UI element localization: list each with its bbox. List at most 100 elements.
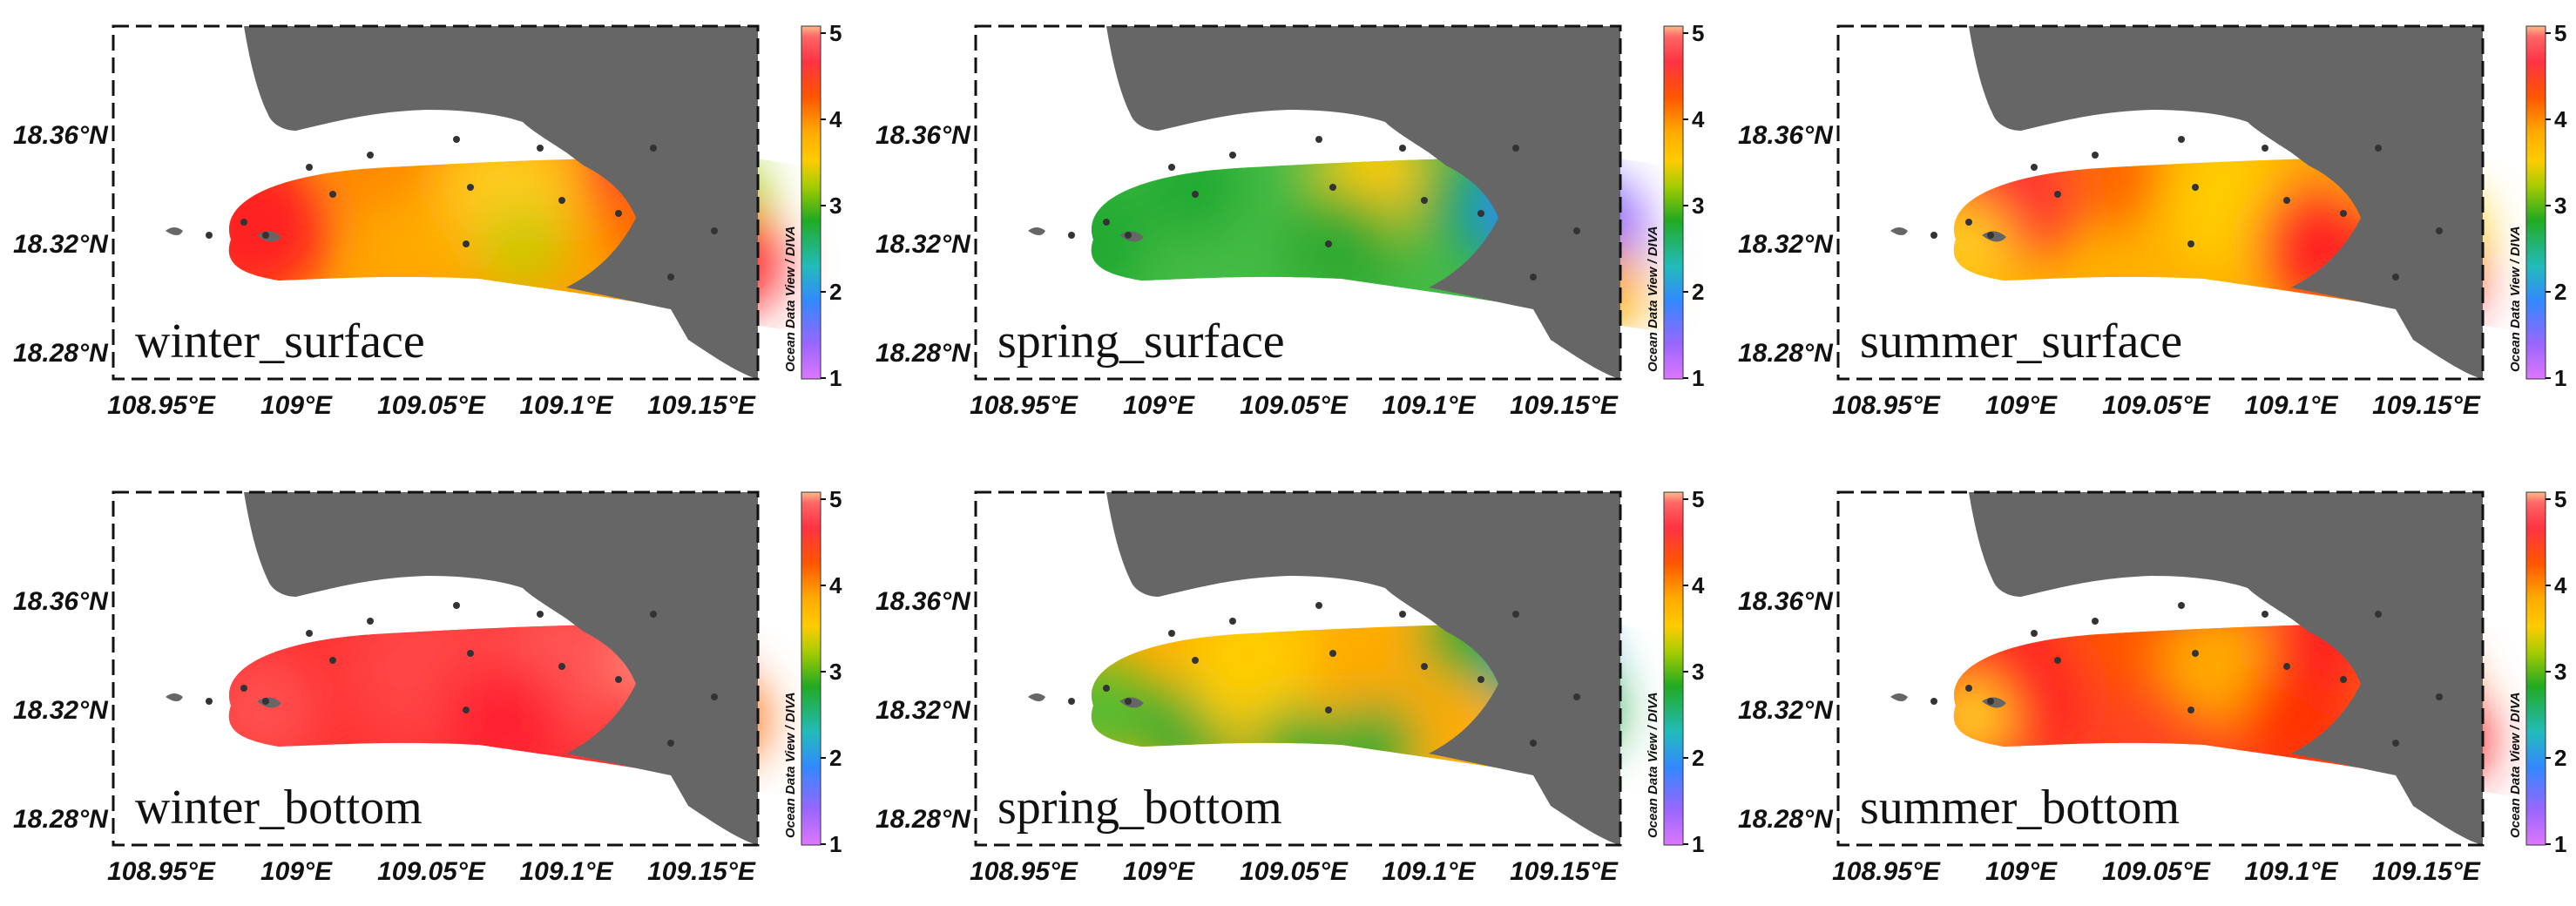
sampling-station bbox=[1103, 685, 1110, 692]
sampling-station bbox=[206, 698, 213, 705]
lon-tick-label: 108.95°E bbox=[107, 857, 216, 886]
sampling-station bbox=[206, 232, 213, 239]
colorbar-credit: Ocean Data View / DIVA bbox=[783, 692, 798, 838]
colorbar bbox=[801, 491, 821, 846]
field-blob bbox=[1953, 200, 2012, 287]
field-blob bbox=[228, 157, 331, 305]
sampling-station bbox=[2192, 184, 2199, 191]
sampling-station bbox=[2092, 618, 2099, 625]
lat-tick-label: 18.36°N bbox=[13, 587, 109, 616]
colorbar-tick-label: 4 bbox=[2554, 572, 2567, 598]
colorbar-tick-label: 5 bbox=[2554, 486, 2566, 512]
map-frame bbox=[112, 490, 760, 847]
sampling-station bbox=[2187, 707, 2194, 713]
map-frame bbox=[974, 490, 1622, 847]
lon-tick-label: 109°E bbox=[1123, 857, 1195, 886]
lat-tick-label: 18.28°N bbox=[13, 339, 109, 368]
sampling-station bbox=[2192, 650, 2199, 657]
colorbar-credit: Ocean Data View / DIVA bbox=[783, 226, 798, 372]
sampling-station bbox=[1329, 184, 1336, 191]
sampling-station bbox=[1192, 657, 1199, 664]
colorbar-tick-label: 1 bbox=[829, 831, 842, 857]
sampling-station bbox=[615, 676, 622, 683]
sampling-station bbox=[2178, 136, 2185, 143]
lat-tick-label: 18.36°N bbox=[876, 121, 971, 150]
sampling-station bbox=[667, 740, 674, 747]
sampling-station bbox=[1987, 698, 1994, 705]
sampling-station bbox=[1229, 152, 1236, 159]
colorbar-tick-label: 5 bbox=[829, 20, 842, 46]
sampling-station bbox=[1125, 698, 1132, 705]
map-panel-winter-surface: 18.36°N 18.32°N 18.28°N 108.95°E 109°E 109.05… bbox=[13, 20, 842, 420]
sampling-station bbox=[367, 152, 374, 159]
sampling-station bbox=[1125, 232, 1132, 239]
sampling-station bbox=[1421, 197, 1428, 204]
lon-tick-label: 109.15°E bbox=[647, 857, 756, 886]
lon-tick-label: 109°E bbox=[260, 391, 333, 420]
lon-tick-label: 109.15°E bbox=[647, 391, 756, 420]
colorbar-tick-label: 3 bbox=[1692, 659, 1704, 685]
lat-tick-label: 18.32°N bbox=[876, 230, 971, 259]
colorbar-tick-label: 2 bbox=[829, 279, 842, 305]
sampling-station bbox=[2031, 630, 2038, 637]
sampling-station bbox=[1192, 191, 1199, 198]
land-mass bbox=[1106, 492, 1620, 845]
colorbar bbox=[801, 25, 821, 380]
colorbar-credit: Ocean Data View / DIVA bbox=[1646, 692, 1660, 838]
map-frame bbox=[112, 24, 760, 381]
colorbar-tick-label: 5 bbox=[829, 486, 842, 512]
sampling-station bbox=[1477, 210, 1484, 217]
colorbar-tick-label: 3 bbox=[2554, 659, 2566, 685]
sampling-station bbox=[2031, 164, 2038, 171]
field-blob bbox=[366, 192, 470, 296]
colorbar-tick-label: 4 bbox=[829, 106, 842, 132]
lat-tick-label: 18.36°N bbox=[1738, 121, 1834, 150]
land-mass bbox=[1969, 492, 2483, 845]
sampling-station bbox=[537, 145, 544, 152]
sampling-station bbox=[2392, 740, 2399, 747]
sampling-station bbox=[1168, 164, 1175, 171]
sampling-station bbox=[1399, 611, 1406, 618]
sampling-station bbox=[1965, 685, 1972, 692]
sampling-station bbox=[1399, 145, 1406, 152]
map-panel-spring-bottom: 18.36°N 18.32°N 18.28°N 108.95°E 109°E 109.05… bbox=[876, 486, 1705, 886]
lon-tick-label: 109.05°E bbox=[377, 857, 486, 886]
lat-tick-label: 18.28°N bbox=[13, 805, 109, 834]
sampling-station bbox=[1325, 707, 1332, 713]
colorbar-tick-label: 5 bbox=[1692, 20, 1704, 46]
lat-tick-label: 18.28°N bbox=[1738, 805, 1834, 834]
lon-tick-label: 108.95°E bbox=[1832, 857, 1941, 886]
colorbar-tick-label: 4 bbox=[1692, 572, 1705, 598]
sampling-station bbox=[1512, 145, 1519, 152]
lat-tick-label: 18.36°N bbox=[1738, 587, 1834, 616]
sampling-station bbox=[2187, 240, 2194, 247]
colorbar-credit: Ocean Data View / DIVA bbox=[1646, 226, 1660, 372]
lon-tick-label: 109.15°E bbox=[1510, 857, 1619, 886]
sampling-station bbox=[1068, 232, 1075, 239]
sampling-station bbox=[367, 618, 374, 625]
lon-tick-label: 108.95°E bbox=[107, 391, 216, 420]
sampling-station bbox=[1168, 630, 1175, 637]
sampling-station bbox=[1103, 219, 1110, 226]
panel-label: summer_surface bbox=[1860, 314, 2182, 368]
map-frame bbox=[1836, 490, 2485, 847]
sampling-station bbox=[711, 693, 718, 700]
lon-tick-label: 109.1°E bbox=[519, 391, 613, 420]
colorbar-tick-label: 1 bbox=[1692, 365, 1704, 391]
map-panel-spring-surface: 18.36°N 18.32°N 18.28°N 108.95°E 109°E 109.05… bbox=[876, 20, 1705, 420]
land-mass bbox=[1106, 26, 1620, 379]
colorbar-tick-label: 2 bbox=[2554, 745, 2566, 771]
lat-tick-label: 18.32°N bbox=[13, 696, 109, 725]
lon-tick-label: 109.05°E bbox=[377, 391, 486, 420]
sampling-station bbox=[650, 145, 657, 152]
island bbox=[1028, 227, 1045, 235]
sampling-station bbox=[1315, 136, 1322, 143]
lon-tick-label: 109.1°E bbox=[2244, 857, 2338, 886]
sampling-station bbox=[558, 663, 565, 670]
sampling-station bbox=[240, 685, 247, 692]
lon-tick-label: 109.15°E bbox=[2372, 391, 2481, 420]
lon-tick-label: 109.15°E bbox=[2372, 857, 2481, 886]
field-blob bbox=[479, 205, 566, 292]
colorbar-tick-label: 1 bbox=[829, 365, 842, 391]
lat-tick-label: 18.32°N bbox=[13, 230, 109, 259]
